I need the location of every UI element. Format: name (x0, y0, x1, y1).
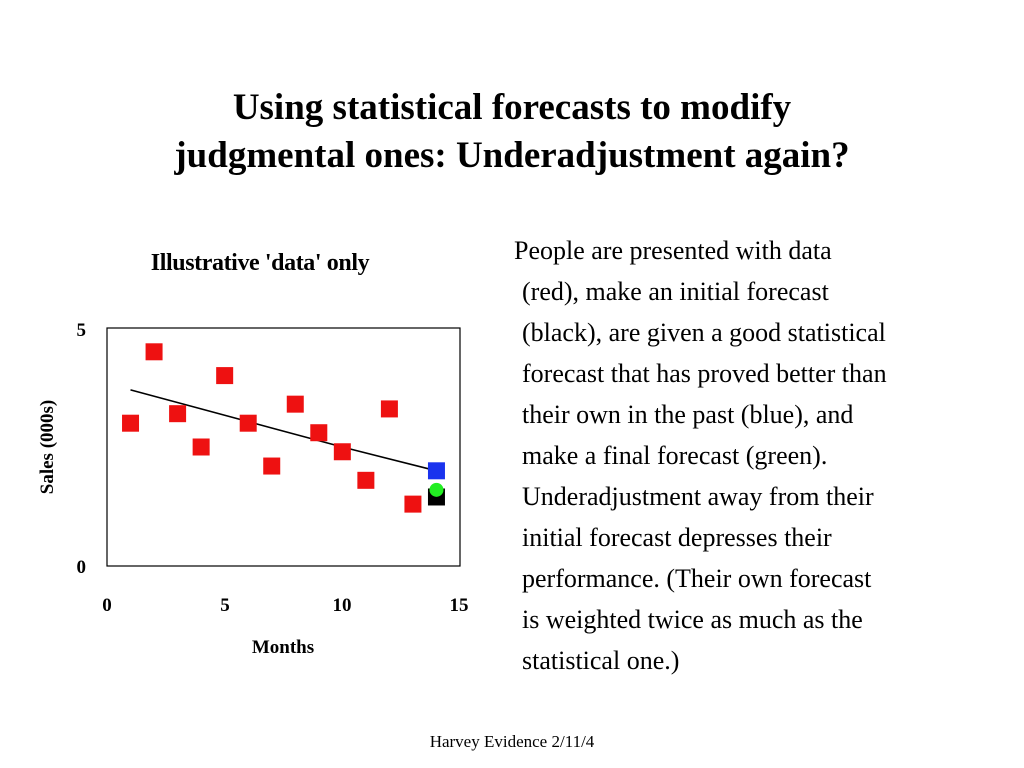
body-line: make a final forecast (green). (522, 441, 828, 470)
body-line: is weighted twice as much as the (522, 605, 863, 634)
body-line: (black), are given a good statistical (522, 318, 886, 347)
data-point-series0-3 (192, 438, 210, 456)
body-line: (red), make an initial forecast (522, 277, 829, 306)
body-line: initial forecast depresses their (522, 523, 832, 552)
data-point-series3-0 (429, 482, 444, 497)
data-point-series0-0 (122, 414, 140, 432)
data-point-series2-0 (427, 462, 445, 480)
scatter-chart: 5 0 0 5 10 15 Months Sales (000s) (37, 320, 469, 658)
footer-text: Harvey Evidence 2/11/4 (429, 732, 595, 751)
data-point-series0-6 (263, 457, 281, 475)
data-point-series0-2 (169, 405, 187, 423)
body-line: their own in the past (blue), and (522, 400, 854, 429)
body-line: Underadjustment away from their (522, 482, 874, 511)
chart-title: Illustrative 'data' only (150, 250, 370, 276)
data-point-series0-12 (404, 495, 422, 513)
trend-line (130, 389, 437, 472)
x-tick-label-15: 15 (450, 595, 469, 616)
data-point-series0-7 (286, 395, 304, 413)
y-tick-label-bottom: 0 (77, 557, 87, 578)
body-line: statistical one.) (522, 646, 680, 675)
plot-area-frame (106, 327, 461, 567)
x-tick-label-5: 5 (220, 595, 230, 616)
data-point-series0-1 (145, 343, 163, 361)
data-point-series0-10 (357, 471, 375, 489)
x-tick-label-0: 0 (102, 595, 112, 616)
data-point-series0-8 (310, 424, 328, 442)
slide-title-line-2: judgmental ones: Underadjustment again? (174, 135, 850, 176)
body-text: People are presented with data (red), ma… (500, 230, 1000, 681)
chart-marks (122, 343, 445, 513)
data-point-series0-4 (216, 367, 234, 385)
body-line: People are presented with data (514, 236, 832, 265)
data-point-series0-11 (380, 400, 398, 418)
x-tick-label-10: 10 (333, 595, 352, 616)
data-point-series0-9 (333, 443, 351, 461)
slide-title: Using statistical forecasts to modify ju… (40, 84, 984, 180)
y-tick-label-top: 5 (77, 320, 87, 341)
y-axis-label: Sales (000s) (37, 400, 58, 494)
body-line: performance. (Their own forecast (522, 564, 872, 593)
body-line: forecast that has proved better than (522, 359, 887, 388)
slide-title-line-1: Using statistical forecasts to modify (232, 87, 792, 128)
data-point-series0-5 (239, 414, 257, 432)
x-axis-label: Months (252, 637, 314, 658)
